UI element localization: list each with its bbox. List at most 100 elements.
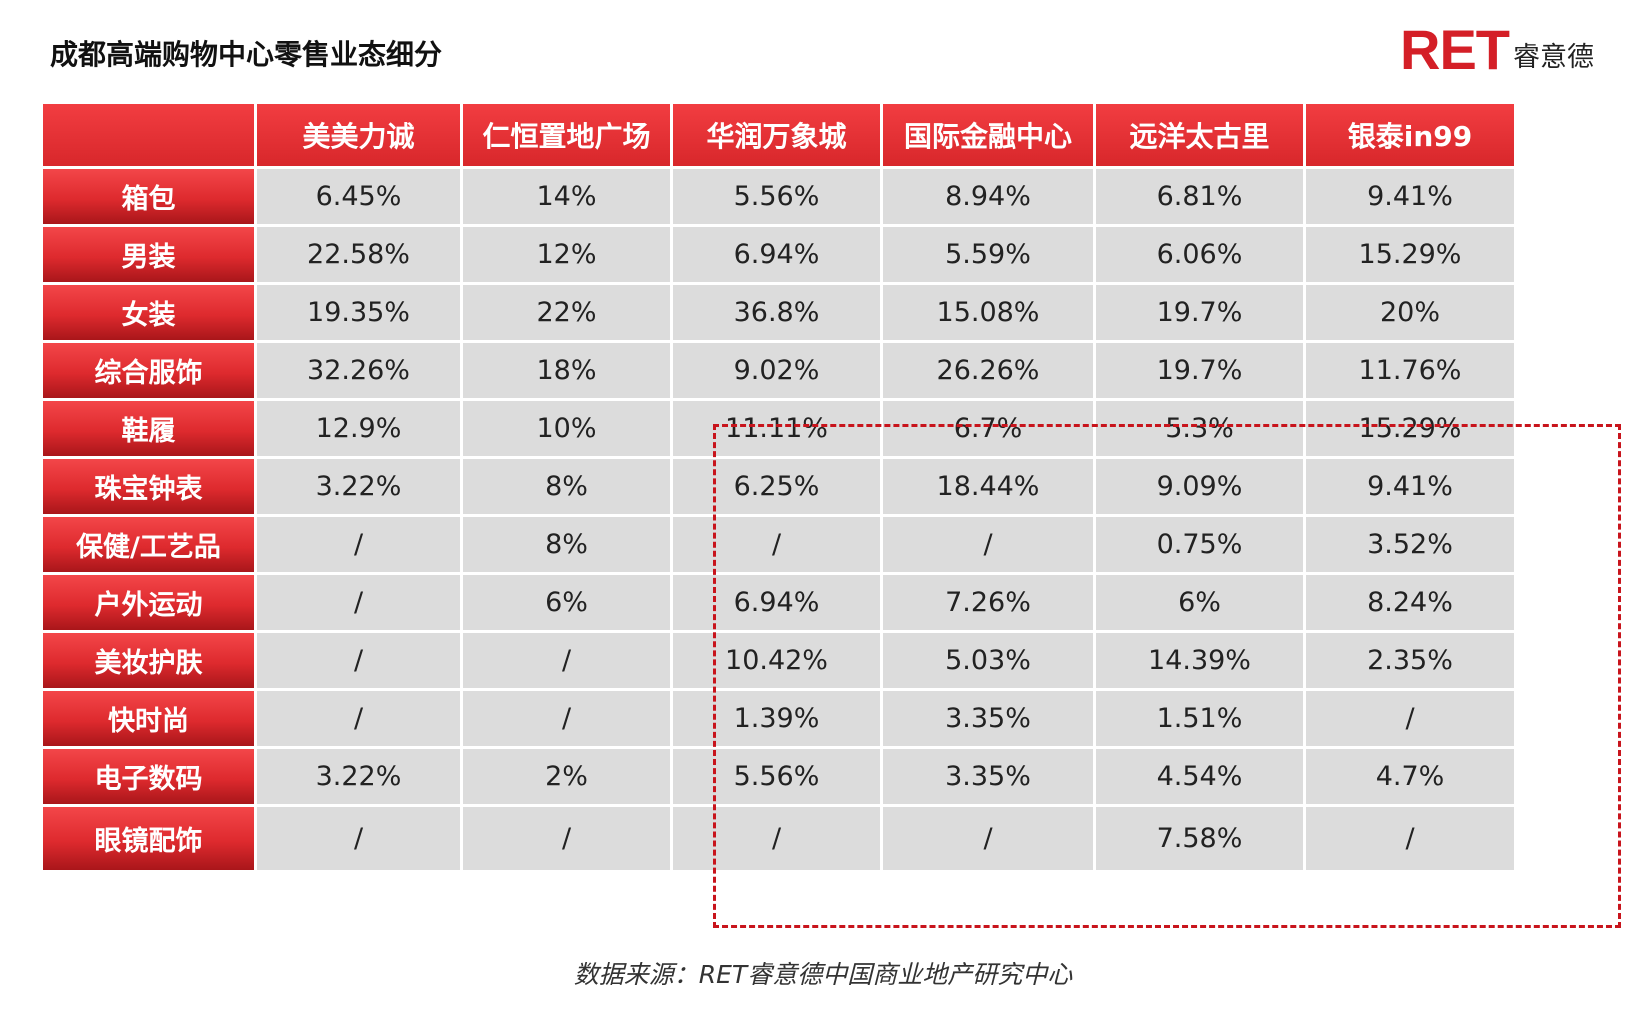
table-cell: 6% [463,575,670,630]
table-cell: 19.35% [257,285,460,340]
row-label: 女装 [43,285,254,340]
table-row: 电子数码 3.22% 2% 5.56% 3.35% 4.54% 4.7% [43,749,1514,804]
logo-mark: RET [1400,18,1510,81]
table-cell: 14.39% [1096,633,1303,688]
header-row: 美美力诚 仁恒置地广场 华润万象城 国际金融中心 远洋太古里 银泰in99 [43,104,1514,166]
data-source-note: 数据来源：RET睿意德中国商业地产研究中心 [573,960,1073,989]
table-row: 男装 22.58% 12% 6.94% 5.59% 6.06% 15.29% [43,227,1514,282]
table-cell: 3.35% [883,749,1093,804]
column-header: 仁恒置地广场 [463,104,670,166]
table-cell: 6.45% [257,169,460,224]
table-cell: 22% [463,285,670,340]
table-cell: / [1306,807,1514,870]
table-cell: / [463,807,670,870]
table-cell: 12.9% [257,401,460,456]
table-cell: 14% [463,169,670,224]
column-header: 银泰in99 [1306,104,1514,166]
table-cell: / [883,807,1093,870]
table-row: 综合服饰 32.26% 18% 9.02% 26.26% 19.7% 11.76… [43,343,1514,398]
table-cell: 8.24% [1306,575,1514,630]
column-header: 远洋太古里 [1096,104,1303,166]
corner-cell [43,104,254,166]
table-row: 美妆护肤 / / 10.42% 5.03% 14.39% 2.35% [43,633,1514,688]
table-cell: 18% [463,343,670,398]
table-cell: 0.75% [1096,517,1303,572]
column-header: 美美力诚 [257,104,460,166]
table-cell: 3.22% [257,749,460,804]
row-label: 美妆护肤 [43,633,254,688]
table-cell: 2% [463,749,670,804]
table-cell: 22.58% [257,227,460,282]
table-cell: / [673,807,880,870]
table-cell: 6.81% [1096,169,1303,224]
table-cell: 36.8% [673,285,880,340]
table-cell: 11.11% [673,401,880,456]
table-cell: 1.39% [673,691,880,746]
table-cell: 15.29% [1306,401,1514,456]
table-cell: 5.03% [883,633,1093,688]
row-label: 男装 [43,227,254,282]
table-cell: 1.51% [1096,691,1303,746]
table-cell: 9.09% [1096,459,1303,514]
table-cell: / [883,517,1093,572]
table-cell: 26.26% [883,343,1093,398]
retail-format-table: 美美力诚 仁恒置地广场 华润万象城 国际金融中心 远洋太古里 银泰in99 箱包… [40,101,1517,873]
row-label: 电子数码 [43,749,254,804]
table-cell: 2.35% [1306,633,1514,688]
table-row: 珠宝钟表 3.22% 8% 6.25% 18.44% 9.09% 9.41% [43,459,1514,514]
table-cell: 5.59% [883,227,1093,282]
table-cell: 3.52% [1306,517,1514,572]
row-label: 鞋履 [43,401,254,456]
table-cell: 9.02% [673,343,880,398]
row-label: 综合服饰 [43,343,254,398]
page-title: 成都高端购物中心零售业态细分 [50,38,443,71]
table-row: 户外运动 / 6% 6.94% 7.26% 6% 8.24% [43,575,1514,630]
table-cell: 6.06% [1096,227,1303,282]
table-row: 快时尚 / / 1.39% 3.35% 1.51% / [43,691,1514,746]
table-cell: 5.56% [673,169,880,224]
table-cell: 7.26% [883,575,1093,630]
table-cell: 10.42% [673,633,880,688]
table-cell: 4.54% [1096,749,1303,804]
column-header: 华润万象城 [673,104,880,166]
table-cell: 6.94% [673,575,880,630]
table-cell: 6.7% [883,401,1093,456]
table-cell: 12% [463,227,670,282]
table-cell: 3.22% [257,459,460,514]
row-label: 户外运动 [43,575,254,630]
table-cell: 7.58% [1096,807,1303,870]
table-row: 箱包 6.45% 14% 5.56% 8.94% 6.81% 9.41% [43,169,1514,224]
table-cell: / [463,691,670,746]
table-cell: 4.7% [1306,749,1514,804]
table-cell: 5.56% [673,749,880,804]
table-row: 鞋履 12.9% 10% 11.11% 6.7% 5.3% 15.29% [43,401,1514,456]
table-row: 女装 19.35% 22% 36.8% 15.08% 19.7% 20% [43,285,1514,340]
table-cell: 10% [463,401,670,456]
table-cell: 9.41% [1306,459,1514,514]
table-cell: 15.08% [883,285,1093,340]
table-cell: 8% [463,459,670,514]
table-cell: / [673,517,880,572]
ret-logo: RET 睿意德 [1400,22,1594,78]
row-label: 保健/工艺品 [43,517,254,572]
table-cell: / [257,807,460,870]
row-label: 眼镜配饰 [43,807,254,870]
table-cell: 19.7% [1096,285,1303,340]
table-row: 保健/工艺品 / 8% / / 0.75% 3.52% [43,517,1514,572]
table-cell: / [463,633,670,688]
table-cell: 19.7% [1096,343,1303,398]
table-cell: / [1306,691,1514,746]
row-label: 箱包 [43,169,254,224]
table-row: 眼镜配饰 / / / / 7.58% / [43,807,1514,870]
table-cell: 3.35% [883,691,1093,746]
table-cell: / [257,691,460,746]
table-cell: 5.3% [1096,401,1303,456]
table-cell: 6% [1096,575,1303,630]
table-cell: 9.41% [1306,169,1514,224]
table-cell: 11.76% [1306,343,1514,398]
logo-name: 睿意德 [1513,42,1594,73]
table-cell: 18.44% [883,459,1093,514]
row-label: 快时尚 [43,691,254,746]
table-cell: 15.29% [1306,227,1514,282]
table-cell: 32.26% [257,343,460,398]
